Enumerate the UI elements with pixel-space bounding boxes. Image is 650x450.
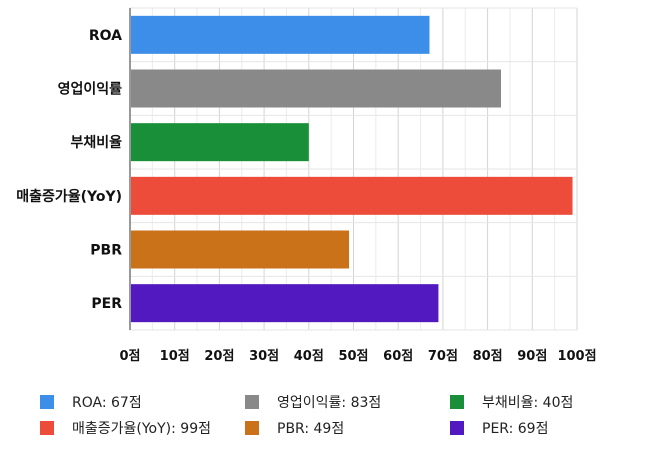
category-label: 매출증가율(YoY) [16, 188, 122, 205]
legend-label: ROA: 67점 [72, 395, 142, 411]
category-label: PER [91, 296, 122, 312]
grid-lines [129, 7, 578, 331]
x-tick-label: 90점 [517, 349, 547, 364]
bar [131, 123, 309, 162]
x-tick-label: 80점 [473, 349, 503, 364]
legend-item: PER: 69점 [450, 418, 548, 438]
x-tick-label: 30점 [249, 349, 279, 364]
x-tick-label: 70점 [428, 349, 458, 364]
legend-swatch [40, 421, 54, 435]
legend-swatch [40, 395, 54, 409]
bar [131, 69, 502, 108]
x-tick-label: 20점 [204, 349, 234, 364]
category-label: ROA [89, 28, 122, 44]
category-label: 부채비율 [70, 134, 122, 151]
legend-swatch [450, 395, 464, 409]
x-tick-label: 60점 [383, 349, 413, 364]
x-axis-tick-labels: 0점 10점 20점 30점 40점 50점 60점 70점 80점 90점 100점 [119, 349, 596, 364]
bar [131, 230, 350, 269]
legend-swatch [245, 421, 259, 435]
legend-label: PER: 69점 [482, 421, 549, 437]
legend-item: 매출증가율(YoY): 99점 [40, 418, 211, 438]
legend-item: ROA: 67점 [40, 392, 142, 412]
legend-label: 부채비율: 40점 [482, 395, 574, 411]
bar [131, 284, 439, 323]
x-tick-label: 100점 [557, 349, 596, 364]
legend-item: 영업이익률: 83점 [245, 392, 381, 412]
x-tick-label: 50점 [338, 349, 368, 364]
legend-item: PBR: 49점 [245, 418, 344, 438]
bar [131, 176, 573, 215]
bar [131, 15, 430, 54]
category-label: 영업이익률 [58, 81, 123, 98]
legend-swatch [450, 421, 464, 435]
legend-item: 부채비율: 40점 [450, 392, 573, 412]
category-label: PBR [90, 243, 122, 259]
x-tick-label: 40점 [294, 349, 324, 364]
legend-label: PBR: 49점 [277, 421, 345, 437]
legend-swatch [245, 395, 259, 409]
x-tick-label: 10점 [160, 349, 190, 364]
bars [131, 15, 573, 323]
legend-label: 매출증가율(YoY): 99점 [72, 421, 211, 437]
legend-label: 영업이익률: 83점 [277, 395, 382, 411]
x-tick-label: 0점 [119, 349, 140, 364]
